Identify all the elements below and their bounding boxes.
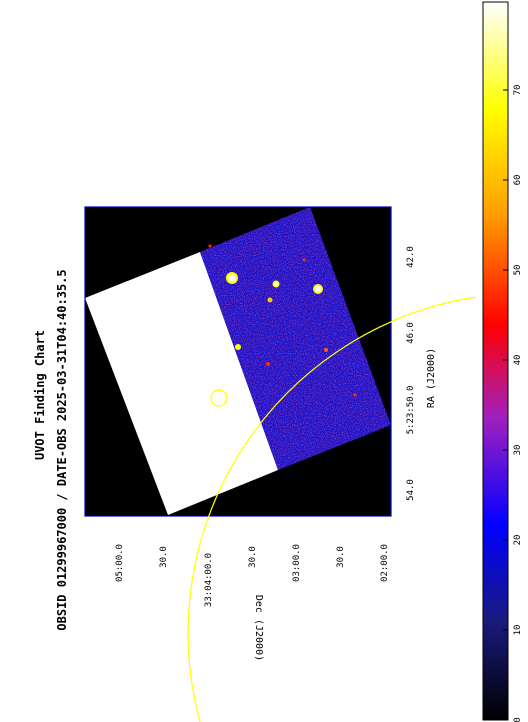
chart-subtitle: OBSID 01299967000 / DATE-OBS 2025-03-31T… — [55, 269, 69, 630]
dec-tick-label: 30.0 — [159, 546, 169, 568]
chart-title: UVOT Finding Chart — [33, 330, 47, 460]
ra-tick-label: 5:23:50.0 — [406, 386, 416, 435]
dec-tick-label: 30.0 — [336, 546, 346, 568]
dec-ticks: 05:00.0 30.0 33:04:00.0 30.0 03:00.0 30.… — [115, 544, 390, 607]
dec-tick-label: 05:00.0 — [115, 544, 125, 582]
dec-tick-label: 03:00.0 — [292, 544, 302, 582]
error-circle — [187, 296, 477, 722]
colorbar-tick-label: 50 — [513, 265, 523, 276]
ra-tick-label: 46.0 — [406, 322, 416, 344]
ra-tick-label: 42.0 — [406, 246, 416, 268]
ra-tick-label: 54.0 — [406, 479, 416, 501]
colorbar-tick-label: 20 — [513, 535, 523, 546]
colorbar-tick-label: 0 — [513, 717, 523, 722]
colorbar-tick-label: 70 — [513, 85, 523, 96]
dec-tick-label: 33:04:00.0 — [204, 553, 214, 607]
colorbar-tick-label: 30 — [513, 445, 523, 456]
colorbar: 0 10 20 30 40 50 60 70 — [482, 1, 523, 722]
stars — [208, 244, 357, 397]
colorbar-tick-label: 60 — [513, 175, 523, 186]
source-circle — [210, 389, 228, 407]
colorbar-tick-label: 10 — [513, 625, 523, 636]
colorbar-tick-label: 40 — [513, 355, 523, 366]
dec-axis-label: Dec (J2000) — [253, 595, 264, 661]
ra-axis-label: RA (J2000) — [426, 348, 437, 408]
plot-frame — [84, 206, 392, 517]
dec-tick-label: 30.0 — [248, 546, 258, 568]
ra-ticks: 54.0 5:23:50.0 46.0 42.0 — [406, 246, 416, 501]
sky-image — [85, 207, 391, 516]
dec-tick-label: 02:00.0 — [380, 544, 390, 582]
